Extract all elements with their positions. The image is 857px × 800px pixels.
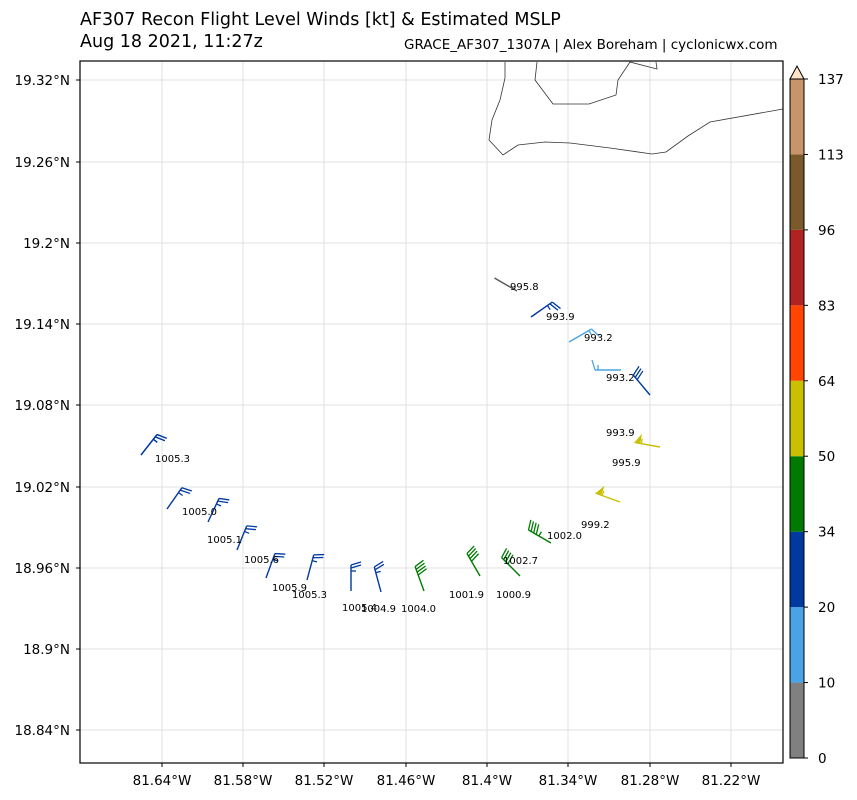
lon-tick-label: 81.64°W <box>133 773 192 789</box>
wind-barb: 993.9 <box>606 365 651 439</box>
pressure-label: 995.8 <box>510 282 539 293</box>
pressure-label: 999.2 <box>581 520 610 531</box>
wind-barb: 1005.3 <box>265 552 327 601</box>
colorbar-segment <box>790 380 804 457</box>
pressure-label: 1005.9 <box>272 583 307 594</box>
pressure-label: 1005.6 <box>244 555 279 566</box>
colorbar-tick-label: 50 <box>818 449 835 465</box>
colorbar-tick-label: 113 <box>818 147 844 163</box>
wind-barb: 1002.0 <box>527 519 582 544</box>
colorbar-tick-label: 137 <box>818 72 844 88</box>
lon-tick-label: 81.34°W <box>539 773 598 789</box>
colorbar-tick-label: 0 <box>818 751 827 767</box>
colorbar-tick-label: 20 <box>818 600 835 616</box>
lat-tick-label: 19.2°N <box>23 236 70 252</box>
lat-tick-label: 19.26°N <box>15 155 71 171</box>
lat-tick-label: 19.14°N <box>15 317 71 333</box>
colorbar-tick-label: 83 <box>818 298 835 314</box>
pressure-label: 1000.9 <box>496 590 531 601</box>
colorbar-tick-label: 64 <box>818 374 835 390</box>
longitude-labels: 81.64°W 81.58°W 81.52°W 81.46°W 81.4°W 81.34°… <box>133 763 761 789</box>
pressure-label: 1002.7 <box>503 556 538 567</box>
wind-barb: 999.2 <box>581 485 621 531</box>
pressure-label: 1002.0 <box>547 531 582 542</box>
wind-barb: 995.8 <box>494 277 539 293</box>
colorbar-segment <box>790 305 804 381</box>
wind-barb: 1000.9 <box>466 545 531 601</box>
colorbar-segment <box>790 229 804 306</box>
lat-tick-label: 18.84°N <box>15 723 71 739</box>
lon-tick-label: 81.46°W <box>377 773 436 789</box>
wind-barb: 993.9 <box>530 301 575 323</box>
lon-tick-label: 81.22°W <box>702 773 761 789</box>
colorbar-segment <box>790 456 804 532</box>
wind-barb: 993.2 <box>568 328 613 344</box>
wind-barbs: 995.8993.9993.2993.2993.9995.9999.21002.… <box>140 277 661 615</box>
pressure-label: 995.9 <box>612 458 641 469</box>
colorbar-tick-label: 34 <box>818 525 835 541</box>
colorbar-tick-label: 10 <box>818 676 835 692</box>
map-title: AF307 Recon Flight Level Winds [kt] & Es… <box>80 10 561 30</box>
map-frame <box>79 60 784 764</box>
map-datetime: Aug 18 2021, 11:27z <box>80 32 263 52</box>
lon-tick-label: 81.52°W <box>295 773 354 789</box>
lat-tick-label: 19.32°N <box>15 73 71 89</box>
colorbar: 0 10 20 34 50 64 83 96 113 137 <box>789 64 844 767</box>
pressure-label: 993.9 <box>546 312 575 323</box>
pressure-label: 1004.9 <box>361 604 396 615</box>
lat-tick-label: 19.08°N <box>15 398 71 414</box>
wind-barb: 995.9 <box>612 433 661 469</box>
colorbar-segment <box>790 154 804 230</box>
wind-barb: 1002.7 <box>501 548 538 577</box>
wind-barb: 1005.3 <box>140 433 190 465</box>
colorbar-segment <box>790 79 804 155</box>
pressure-label: 1001.9 <box>449 590 484 601</box>
colorbar-segment <box>790 531 804 608</box>
wind-barb: 1005.0 <box>140 433 217 518</box>
latitude-labels: 19.32°N 19.26°N 19.2°N 19.14°N 19.08°N 19.02°… <box>15 73 80 739</box>
colorbar-tick-label: 96 <box>818 223 835 239</box>
pressure-label: 1005.1 <box>207 535 242 546</box>
lat-tick-label: 18.9°N <box>23 642 70 658</box>
pressure-label: 993.2 <box>584 333 613 344</box>
pressure-label: 993.2 <box>606 373 635 384</box>
wind-barb: 1001.9 <box>414 559 484 601</box>
pressure-label: 1005.0 <box>182 507 217 518</box>
colorbar-segment <box>790 682 804 758</box>
lon-tick-label: 81.58°W <box>214 773 273 789</box>
colorbar-segment <box>790 607 804 683</box>
gridlines <box>80 61 783 763</box>
pressure-label: 1004.0 <box>401 604 436 615</box>
wind-barb: 1005.1 <box>166 487 242 546</box>
wind-barb: 1004.0 <box>373 560 436 615</box>
pressure-label: 1005.4 <box>342 603 377 614</box>
wind-barb: 1005.9 <box>236 525 307 594</box>
lat-tick-label: 18.96°N <box>15 561 71 577</box>
lat-tick-label: 19.02°N <box>15 480 71 496</box>
wind-barb: 1005.6 <box>207 497 279 566</box>
pressure-label: 1005.3 <box>292 590 327 601</box>
wind-barb: 993.2 <box>591 359 635 384</box>
lon-tick-label: 81.4°W <box>462 773 512 789</box>
map-credit: GRACE_AF307_1307A | Alex Boreham | cyclo… <box>404 37 778 53</box>
lon-tick-label: 81.28°W <box>621 773 680 789</box>
wind-barb: 1005.4 <box>306 553 377 614</box>
pressure-label: 1005.3 <box>155 454 190 465</box>
coastline <box>488 61 784 156</box>
wind-barb: 1004.9 <box>350 561 396 615</box>
pressure-label: 993.9 <box>606 428 635 439</box>
